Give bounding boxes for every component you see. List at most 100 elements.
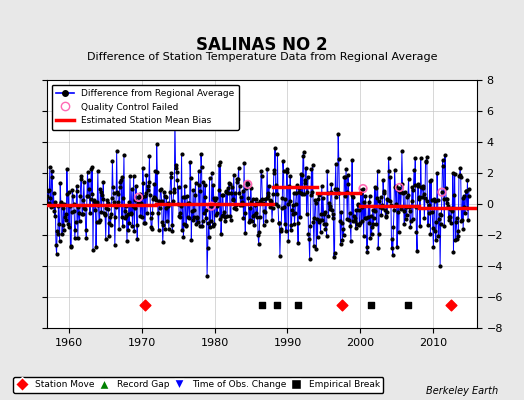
Point bbox=[262, 217, 270, 224]
Point bbox=[395, 184, 403, 191]
Point bbox=[99, 196, 107, 202]
Point bbox=[111, 242, 119, 248]
Point bbox=[255, 241, 263, 247]
Point bbox=[103, 199, 112, 206]
Point bbox=[90, 198, 99, 204]
Point bbox=[335, 190, 344, 196]
Point bbox=[87, 166, 95, 172]
Point bbox=[247, 199, 256, 206]
Point bbox=[339, 226, 347, 232]
Point bbox=[353, 221, 361, 227]
Point bbox=[374, 244, 383, 251]
Point bbox=[288, 207, 296, 213]
Point bbox=[113, 148, 121, 154]
Point bbox=[114, 198, 123, 205]
Point bbox=[179, 234, 188, 240]
Point bbox=[165, 225, 173, 232]
Point bbox=[333, 190, 342, 196]
Point bbox=[142, 172, 150, 179]
Point bbox=[249, 212, 258, 218]
Point bbox=[182, 223, 191, 229]
Point bbox=[92, 218, 101, 225]
Point bbox=[280, 203, 288, 210]
Point bbox=[221, 218, 230, 224]
Point bbox=[276, 228, 285, 234]
Point bbox=[324, 213, 333, 219]
Point bbox=[418, 183, 427, 189]
Point bbox=[265, 182, 273, 189]
Text: SALINAS NO 2: SALINAS NO 2 bbox=[196, 36, 328, 54]
Point bbox=[446, 214, 455, 221]
Point bbox=[293, 220, 302, 226]
Point bbox=[389, 224, 398, 230]
Point bbox=[322, 220, 330, 227]
Point bbox=[391, 183, 399, 190]
Point bbox=[272, 302, 281, 308]
Point bbox=[375, 198, 384, 204]
Point bbox=[343, 216, 352, 222]
Point bbox=[407, 218, 415, 224]
Point bbox=[83, 193, 91, 200]
Point bbox=[145, 179, 153, 185]
Point bbox=[453, 236, 461, 242]
Point bbox=[141, 302, 150, 308]
Point bbox=[454, 228, 462, 234]
Point bbox=[402, 204, 410, 210]
Point bbox=[129, 173, 138, 179]
Point bbox=[122, 212, 130, 219]
Point bbox=[73, 188, 81, 194]
Point bbox=[187, 237, 195, 243]
Point bbox=[400, 221, 409, 228]
Point bbox=[49, 203, 57, 209]
Point bbox=[213, 210, 222, 216]
Point bbox=[214, 201, 222, 208]
Point bbox=[291, 201, 300, 207]
Point bbox=[92, 244, 100, 250]
Point bbox=[293, 182, 301, 188]
Point bbox=[340, 232, 348, 238]
Point bbox=[387, 245, 396, 252]
Point bbox=[258, 302, 266, 308]
Point bbox=[316, 229, 325, 235]
Point bbox=[207, 203, 215, 209]
Point bbox=[367, 230, 376, 237]
Point bbox=[130, 205, 139, 211]
Point bbox=[461, 210, 469, 216]
Point bbox=[272, 191, 281, 198]
Point bbox=[370, 183, 379, 190]
Point bbox=[199, 178, 208, 185]
Point bbox=[376, 204, 384, 210]
Point bbox=[309, 162, 317, 168]
Point bbox=[80, 178, 88, 185]
Point bbox=[211, 197, 219, 203]
Point bbox=[157, 198, 166, 204]
Point bbox=[433, 170, 441, 176]
Point bbox=[230, 205, 238, 211]
Point bbox=[72, 183, 81, 190]
Point bbox=[311, 200, 320, 207]
Point bbox=[62, 217, 70, 223]
Point bbox=[95, 219, 103, 225]
Point bbox=[145, 153, 154, 159]
Point bbox=[78, 211, 86, 217]
Point bbox=[241, 230, 249, 236]
Point bbox=[134, 194, 143, 200]
Point bbox=[98, 192, 106, 198]
Point bbox=[67, 242, 75, 249]
Point bbox=[267, 198, 276, 205]
Point bbox=[96, 189, 105, 196]
Point bbox=[278, 205, 286, 211]
Point bbox=[53, 231, 62, 237]
Point bbox=[318, 183, 326, 189]
Point bbox=[399, 190, 407, 196]
Point bbox=[141, 189, 150, 196]
Point bbox=[171, 162, 180, 168]
Point bbox=[403, 302, 412, 308]
Point bbox=[342, 166, 350, 173]
Point bbox=[356, 220, 364, 226]
Point bbox=[184, 200, 193, 206]
Point bbox=[237, 194, 245, 200]
Point bbox=[128, 186, 136, 192]
Point bbox=[207, 203, 215, 209]
Point bbox=[126, 173, 134, 179]
